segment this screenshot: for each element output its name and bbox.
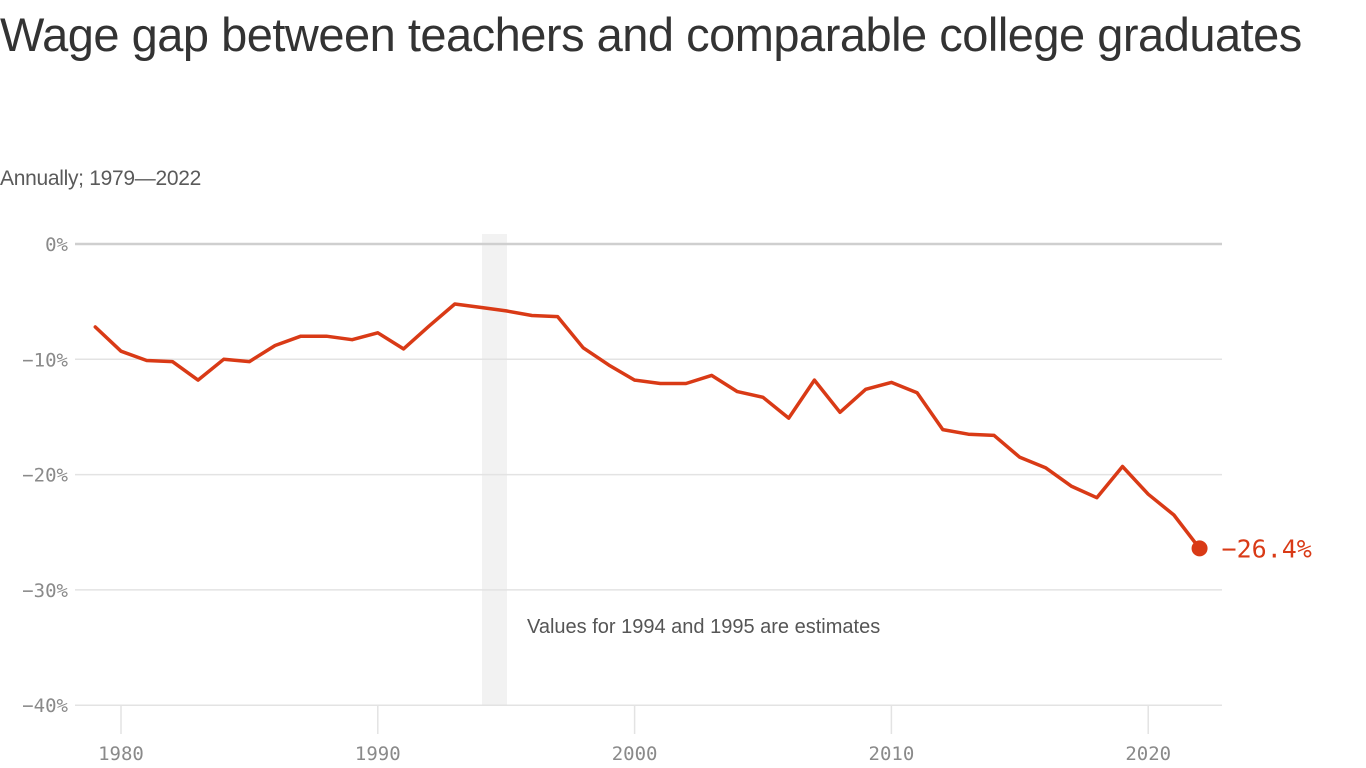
wage-gap-line: [93, 302, 1202, 551]
y-axis-ticks: 0% −10% −20% −30% −40%: [22, 234, 68, 717]
y-tick-label: 0%: [45, 234, 68, 256]
y-tick-label: −40%: [22, 695, 68, 717]
y-tick-label: −10%: [22, 349, 68, 371]
y-tick-label: −20%: [22, 465, 68, 487]
end-value-label: −26.4%: [1222, 534, 1312, 563]
x-tick-label: 2010: [869, 743, 915, 765]
estimate-annotation: Values for 1994 and 1995 are estimates: [527, 616, 880, 638]
end-point-marker: [1191, 540, 1208, 557]
shaded-estimate-band: [482, 234, 507, 706]
x-tick-label: 2000: [612, 743, 658, 765]
x-tick-label: 1980: [98, 743, 144, 765]
x-tick-label: 2020: [1125, 743, 1171, 765]
x-axis-ticks: 1980 1990 2000 2010 2020: [98, 706, 1171, 765]
chart-title: Wage gap between teachers and comparable…: [0, 8, 1302, 61]
gridlines: [75, 242, 1222, 706]
y-tick-label: −30%: [22, 580, 68, 602]
chart-subtitle: Annually; 1979—2022: [0, 167, 201, 190]
x-tick-label: 1990: [355, 743, 401, 765]
